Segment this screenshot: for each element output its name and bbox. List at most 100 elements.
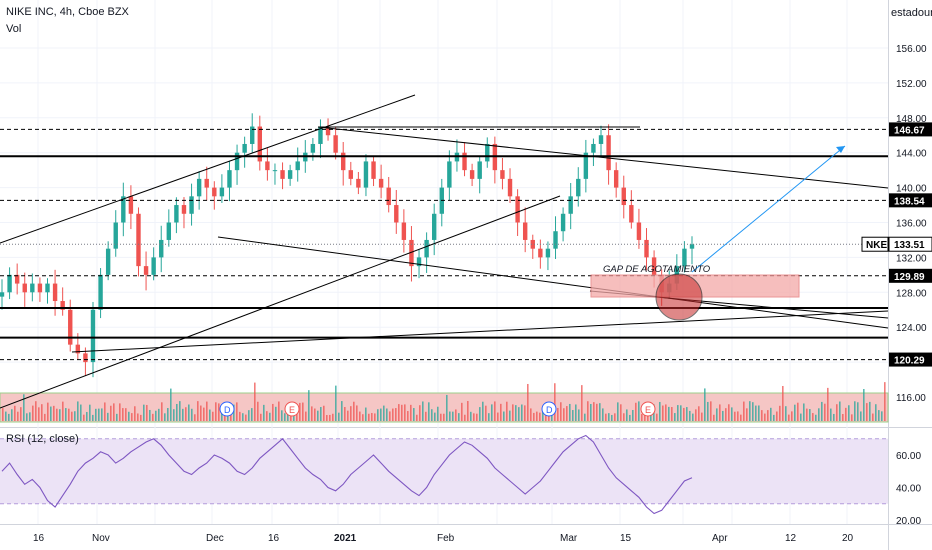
candle-body [196,178,202,197]
volume-bar [731,407,733,421]
volume-bar [749,401,751,421]
volume-bar [737,411,739,421]
volume-bar [821,401,823,421]
volume-bar [473,413,475,421]
volume-bar [71,411,73,421]
volume-bar [32,405,34,421]
volume-bar [194,414,196,421]
volume-bar [92,414,94,421]
volume-bar [2,408,4,421]
volume-bar [14,405,16,421]
volume-bar [548,413,550,421]
volume-bar [884,382,886,421]
rsi-tick-label: 60.00 [896,451,921,462]
volume-bar [563,408,565,421]
volume-bar [134,406,136,421]
volume-bar [599,403,601,421]
volume-bar [851,414,853,421]
volume-bar [470,411,472,421]
candle-body [242,143,247,153]
volume-bar [437,406,439,421]
volume-bar [797,402,799,421]
gap-annotation: GAP DE AGOTAMIENTO [603,264,711,275]
time-axis[interactable]: 16 Nov Dec 16 2021 Feb Mar 15 Apr 12 20 [33,533,854,544]
volume-bar [794,404,796,421]
volume-bar [215,402,217,421]
price-tick-label: 124.00 [896,323,927,334]
candle-body [568,196,573,214]
volume-bar [293,413,295,421]
volume-bar [266,411,268,421]
candle-body [613,170,619,188]
volume-bar [518,407,520,421]
candle-body [219,187,225,197]
volume-bar [458,413,460,421]
candle-body [143,266,149,275]
volume-bar [128,411,130,421]
volume-bar [770,407,772,421]
volume-bar [101,408,103,421]
volume-bar [614,413,616,421]
volume-bar [155,410,157,421]
trend-line [0,94,416,244]
volume-bar [302,402,304,421]
volume-bar [467,401,469,421]
candle-body [295,161,300,171]
volume-bar [863,389,865,421]
volume-bar [95,408,97,421]
price-tick-label: 116.00 [896,393,926,404]
volume-bar [491,404,493,421]
last-price-tag-bg [888,236,932,252]
rsi-axis[interactable]: 60.00 40.00 20.00 [896,451,921,527]
candle-body [507,178,513,197]
volume-bar [401,404,403,421]
price-axis[interactable]: 156.00 152.00 148.00 144.00 140.00 136.00 132.… [861,44,932,404]
candle-body [416,257,422,267]
volume-bar [335,385,337,421]
volume-bar [686,407,688,421]
volume-bar [728,404,730,421]
volume-bar [560,402,562,421]
price-level-tag-text: 138.54 [894,196,925,207]
candle-body [560,213,566,232]
candle-body [151,257,156,275]
volume-bar [506,401,508,421]
rsi-title: RSI (12, close) [6,433,79,445]
volume-bar [812,413,814,421]
volume-bar [371,412,373,421]
volume-bar [755,405,757,421]
volume-bar [167,408,169,421]
volume-bar [578,409,580,421]
volume-bar [623,413,625,421]
volume-bar [425,411,427,421]
volume-bar [521,404,523,421]
volume-bar [464,414,466,421]
candle-body [310,143,316,153]
volume-bar [566,406,568,421]
volume-bar [263,404,265,421]
price-tick-label: 132.00 [896,253,927,264]
volume-bar [224,413,226,421]
volume-bar [743,401,745,421]
candle-body [644,239,649,258]
candle-body [378,178,384,188]
volume-bar [20,407,22,421]
volume-bar [275,406,277,421]
candle-body [45,283,50,293]
price-level-tag: 146.67 [889,122,932,137]
candle-body [14,274,20,284]
candle-body [227,170,232,188]
volume-bar [710,401,712,421]
candle-body [325,126,331,136]
candle-body [530,239,535,249]
volume-bar [185,407,187,421]
candle-body [591,143,596,153]
volume-bar [389,411,391,421]
price-level-tag: 120.29 [889,352,932,367]
volume-bar [140,414,142,421]
volume-bar [377,409,379,421]
volume-bar [239,411,241,421]
time-tick-label: Feb [437,533,455,544]
volume-bar [452,411,454,421]
